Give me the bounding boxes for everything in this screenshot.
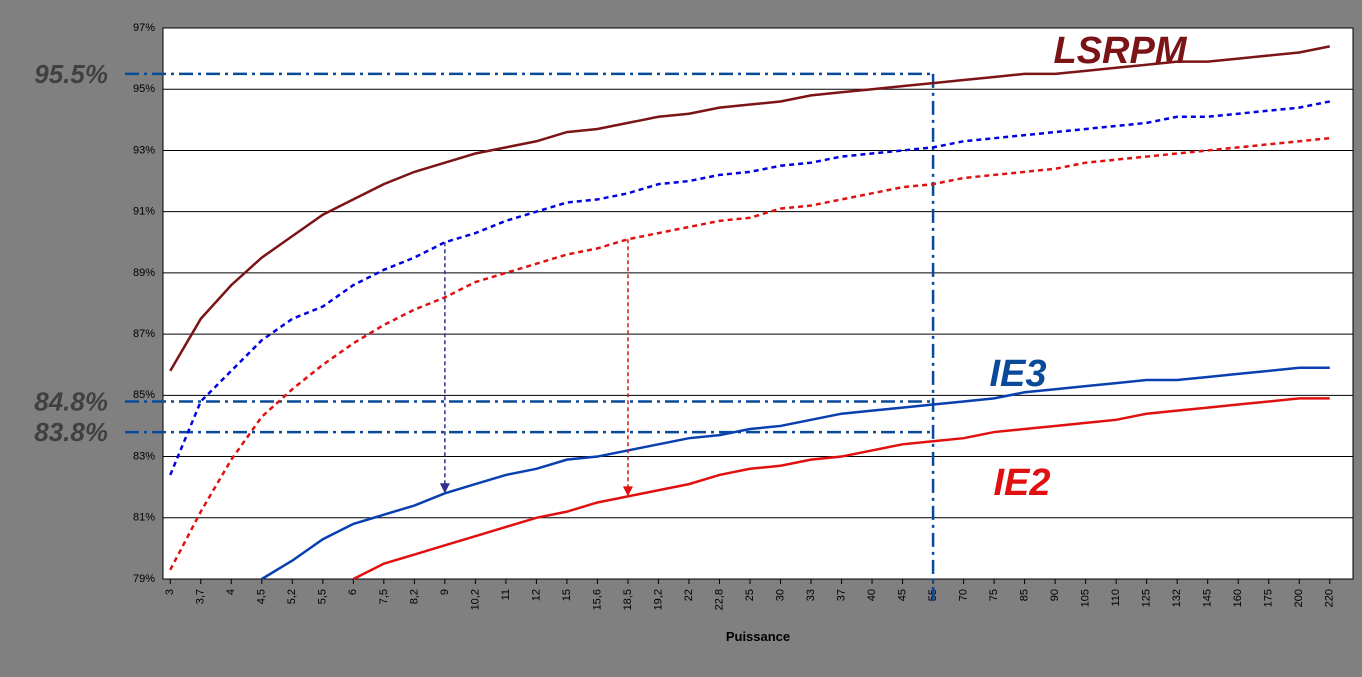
x-tick-label: 175 [1263, 589, 1275, 607]
x-tick-label: 30 [774, 589, 786, 601]
x-tick-label: 145 [1202, 589, 1214, 607]
x-tick-label: 15 [561, 589, 573, 601]
annotation-label: 95.5% [34, 59, 108, 89]
x-tick-label: 85 [1019, 589, 1031, 601]
x-tick-label: 4,5 [256, 589, 268, 604]
x-tick-label: 3,7 [195, 589, 207, 604]
x-tick-label: 19,2 [652, 589, 664, 610]
series-line [352, 397, 1330, 581]
y-tick-label: 89% [133, 267, 155, 279]
x-tick-label: 40 [866, 589, 878, 601]
x-tick-label: 12 [530, 589, 542, 601]
x-tick-label: 3 [164, 589, 176, 595]
arrow-head [622, 486, 633, 497]
series-label: IE2 [993, 462, 1050, 504]
annotation-label: 84.8% [34, 386, 108, 416]
series-label: IE3 [989, 353, 1046, 395]
y-tick-label: 83% [133, 450, 155, 462]
x-tick-label: 90 [1049, 589, 1061, 601]
series-line [169, 45, 1330, 372]
x-tick-label: 15,6 [591, 589, 603, 610]
series-line [169, 136, 1330, 571]
y-tick-label: 91% [133, 206, 155, 218]
x-tick-label: 7,5 [378, 589, 390, 604]
y-tick-label: 93% [133, 144, 155, 156]
x-axis-label: Puissance [726, 629, 790, 644]
x-tick-label: 125 [1141, 589, 1153, 607]
y-tick-label: 87% [133, 328, 155, 340]
series-label: LSRPM [1054, 30, 1188, 72]
x-tick-label: 4 [225, 589, 237, 595]
y-tick-label: 79% [133, 573, 155, 585]
x-tick-label: 132 [1171, 589, 1183, 607]
y-tick-label: 81% [133, 512, 155, 524]
x-tick-label: 9 [439, 589, 451, 595]
x-tick-label: 75 [988, 589, 1000, 601]
x-tick-label: 37 [835, 589, 847, 601]
x-tick-label: 22 [683, 589, 695, 601]
x-tick-label: 22,8 [713, 589, 725, 610]
x-tick-label: 5,5 [317, 589, 329, 604]
x-tick-label: 10,2 [469, 589, 481, 610]
x-tick-label: 110 [1110, 589, 1122, 607]
series-line [261, 366, 1330, 581]
x-tick-label: 11 [500, 589, 512, 600]
plot-area [162, 27, 1354, 580]
y-tick-label: 85% [133, 389, 155, 401]
y-tick-label: 95% [133, 83, 155, 95]
x-tick-label: 5,2 [286, 589, 298, 604]
x-tick-label: 8,2 [408, 589, 420, 604]
x-tick-label: 33 [805, 589, 817, 601]
x-tick-label: 220 [1324, 589, 1336, 607]
annotation-label: 83.8% [34, 417, 108, 447]
x-tick-label: 25 [744, 589, 756, 601]
x-tick-label: 6 [347, 589, 359, 595]
y-tick-label: 97% [133, 22, 155, 34]
x-tick-label: 200 [1293, 589, 1305, 607]
x-tick-label: 45 [896, 589, 908, 601]
x-tick-label: 160 [1232, 589, 1244, 607]
x-tick-label: 18,5 [622, 589, 634, 610]
arrow-head [439, 483, 450, 494]
x-tick-label: 105 [1080, 589, 1092, 607]
x-tick-label: 70 [957, 589, 969, 601]
